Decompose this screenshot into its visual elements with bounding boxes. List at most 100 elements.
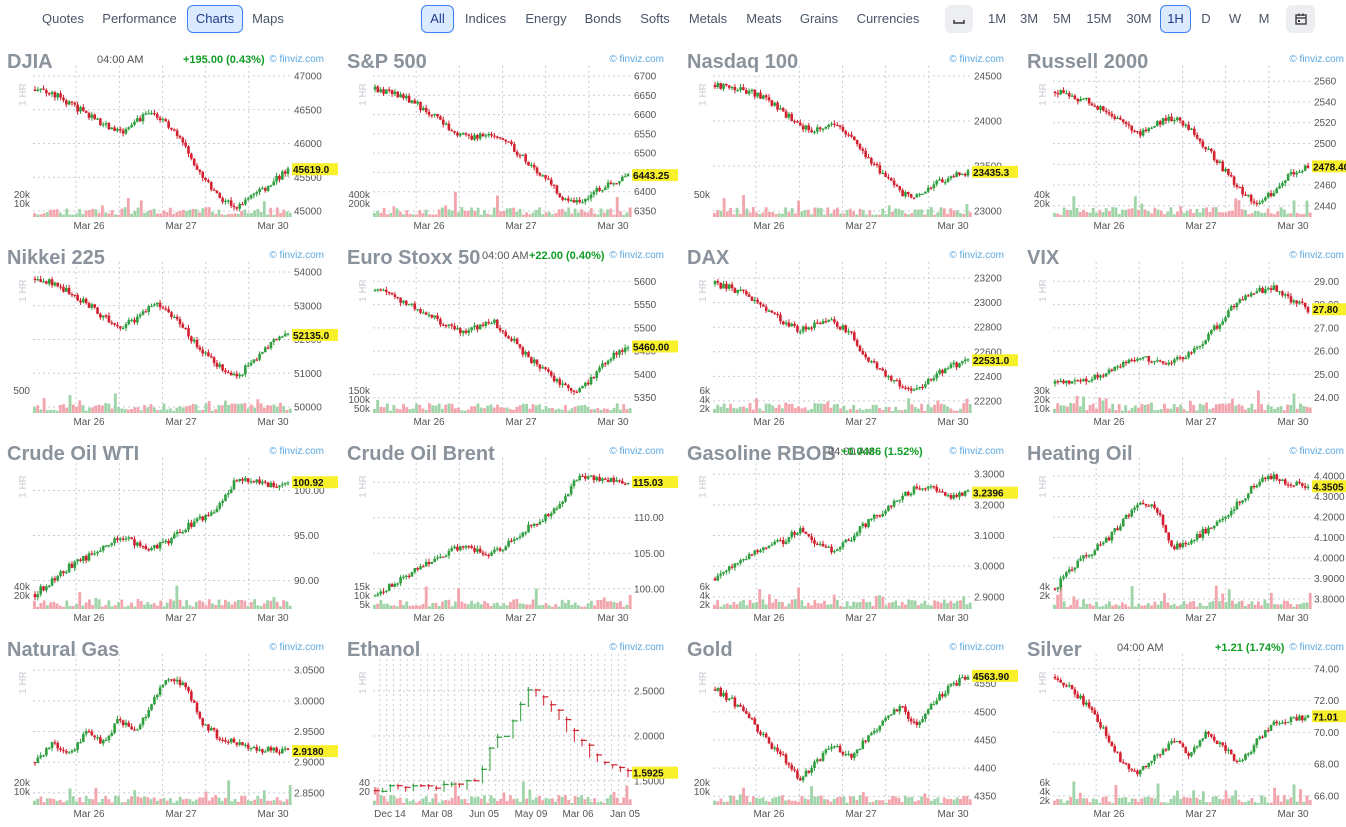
- chart-source-link[interactable]: © finviz.com: [1289, 54, 1344, 65]
- candle: [609, 357, 613, 363]
- volume-bar: [1133, 405, 1137, 413]
- tab-performance[interactable]: Performance: [102, 11, 177, 26]
- volume-bar: [1091, 605, 1095, 609]
- volume-bar: [777, 404, 781, 413]
- candle: [1167, 740, 1171, 751]
- chart-title[interactable]: Gold: [687, 639, 733, 661]
- candle: [136, 115, 139, 123]
- timeframe-1h-button[interactable]: 1H: [1160, 5, 1191, 33]
- filter-meats-button[interactable]: Meats: [746, 11, 782, 26]
- chart-source-link[interactable]: © finviz.com: [609, 642, 664, 653]
- chart-title[interactable]: Heating Oil: [1027, 443, 1133, 465]
- chart-source-link[interactable]: © finviz.com: [609, 446, 664, 457]
- candle: [175, 529, 179, 538]
- chart-grid: [33, 66, 292, 217]
- volume-bar: [243, 795, 247, 805]
- chart-panel[interactable]: 74.00 72.00 70.00 68.00 66.00 6k 4k 2k Mar 26 Mar…: [1020, 628, 1346, 824]
- filter-bonds-button[interactable]: Bonds: [584, 11, 622, 26]
- chart-panel[interactable]: 256025402520250024802460244040k20kMar 26…: [1020, 40, 1346, 236]
- tab-maps[interactable]: Maps: [252, 11, 284, 26]
- chart-source-link[interactable]: © finviz.com: [269, 54, 324, 65]
- timeframe-m-button[interactable]: M: [1258, 11, 1270, 26]
- chart-panel[interactable]: 47000 46500 46000 45500 45000 20k 10k Mar 26 Mar…: [0, 40, 340, 236]
- chart-source-link[interactable]: © finviz.com: [269, 446, 324, 457]
- timeframe-w-button[interactable]: W: [1228, 11, 1242, 26]
- layout-toggle-button[interactable]: [945, 5, 973, 33]
- filter-currencies-button[interactable]: Currencies: [856, 11, 920, 26]
- chart-panel[interactable]: 4550 4500 4450 4400 4350 20k 10k Mar 26 Mar 27 Ma…: [680, 628, 1020, 824]
- chart-source-link[interactable]: © finviz.com: [269, 250, 324, 261]
- timeframe-15m-button[interactable]: 15M: [1086, 11, 1112, 26]
- chart-source-link[interactable]: © finviz.com: [1289, 250, 1344, 261]
- chart-title[interactable]: Ethanol: [347, 639, 421, 661]
- chart-source-link[interactable]: © finviz.com: [609, 250, 664, 261]
- filter-energy-button[interactable]: Energy: [525, 11, 567, 26]
- chart-source-link[interactable]: © finviz.com: [609, 54, 664, 65]
- chart-title[interactable]: S&P 500: [347, 51, 427, 73]
- chart-title[interactable]: VIX: [1027, 247, 1060, 269]
- timeframe-1m-button[interactable]: 1M: [987, 11, 1007, 26]
- tab-charts[interactable]: Charts: [187, 5, 243, 33]
- chart-panel[interactable]: 2.5000 2.0000 1.5000 40 20 Dec 14 Mar 08 Jun 05…: [340, 628, 680, 824]
- chart-panel[interactable]: 23200 23000 22800 22600 22400 22200 6k 4k 2k Mar …: [680, 236, 1020, 432]
- chart-panel[interactable]: 560055505500545054005350150k100k50kMar 2…: [340, 236, 680, 432]
- candle: [461, 330, 465, 337]
- chart-panel[interactable]: 3.0500 3.0000 2.9500 2.9000 2.8500 20k 10k Mar …: [0, 628, 340, 824]
- chart-title[interactable]: Nikkei 225: [7, 247, 105, 269]
- candle: [269, 745, 273, 753]
- timeframe-30m-button[interactable]: 30M: [1126, 11, 1152, 26]
- chart-source-link[interactable]: © finviz.com: [269, 642, 324, 653]
- candle: [413, 567, 417, 575]
- candle: [572, 389, 576, 396]
- volume-bar: [126, 197, 130, 217]
- chart-title[interactable]: DAX: [687, 247, 730, 269]
- candle: [561, 380, 564, 388]
- timeframe-3m-button[interactable]: 3M: [1019, 11, 1039, 26]
- chart-title[interactable]: Nasdaq 100: [687, 51, 799, 73]
- chart-panel[interactable]: 67006650660065506500645064006350400k200k…: [340, 40, 680, 236]
- candle: [547, 367, 550, 374]
- candle: [1286, 172, 1290, 182]
- chart-source-link[interactable]: © finviz.com: [949, 250, 1004, 261]
- chart-title[interactable]: Crude Oil WTI: [7, 443, 140, 465]
- timeframe-d-button[interactable]: D: [1201, 11, 1211, 26]
- chart-panel[interactable]: 100.00 95.00 90.00 40k 20k Mar 26 Mar 27 Mar 30…: [0, 432, 340, 628]
- chart-source-link[interactable]: © finviz.com: [1289, 642, 1344, 653]
- volume-bar: [1224, 790, 1228, 805]
- timeframe-5m-button[interactable]: 5M: [1052, 11, 1072, 26]
- chart-panel[interactable]: 29.0028.0027.0026.0025.0024.0030k20k10kM…: [1020, 236, 1346, 432]
- chart-title[interactable]: Gasoline RBOB: [687, 443, 836, 465]
- calendar-button[interactable]: [1286, 5, 1315, 33]
- chart-source-link[interactable]: © finviz.com: [949, 54, 1004, 65]
- filter-grains-button[interactable]: Grains: [799, 11, 839, 26]
- filter-softs-button[interactable]: Softs: [640, 11, 670, 26]
- filter-metals-button[interactable]: Metals: [688, 11, 728, 26]
- candle: [218, 501, 222, 511]
- chart-source-link[interactable]: © finviz.com: [1289, 446, 1344, 457]
- filter-indices-button[interactable]: Indices: [464, 11, 507, 26]
- volume-bar: [450, 606, 454, 609]
- volume-bar: [126, 799, 130, 805]
- volume-bar: [181, 799, 185, 805]
- y-tick-label: 23200: [974, 274, 1002, 285]
- filter-all-button[interactable]: All: [421, 5, 454, 33]
- chart-title[interactable]: Euro Stoxx 50: [347, 247, 481, 269]
- chart-title[interactable]: Natural Gas: [7, 639, 120, 661]
- candle: [158, 299, 162, 311]
- chart-panel[interactable]: 4.4000 4.3000 4.2000 4.1000 4.0000 3.9000 3.80…: [1020, 432, 1346, 628]
- chart-title[interactable]: DJIA: [7, 51, 53, 73]
- tab-quotes[interactable]: Quotes: [42, 11, 84, 26]
- chart-title[interactable]: Russell 2000: [1027, 51, 1149, 73]
- chart-title[interactable]: Silver: [1027, 639, 1082, 661]
- candle: [1264, 285, 1267, 295]
- chart-source-link[interactable]: © finviz.com: [949, 446, 1004, 457]
- chart-panel[interactable]: 3.3000 3.2000 3.1000 3.0000 2.9000 6k 4k 2k Mar …: [680, 432, 1020, 628]
- volume-bar: [1237, 799, 1241, 805]
- chart-source-link[interactable]: © finviz.com: [949, 642, 1004, 653]
- chart-title[interactable]: Crude Oil Brent: [347, 443, 495, 465]
- x-tick-label: Mar 30: [1277, 221, 1309, 232]
- volume-bar: [1182, 213, 1186, 217]
